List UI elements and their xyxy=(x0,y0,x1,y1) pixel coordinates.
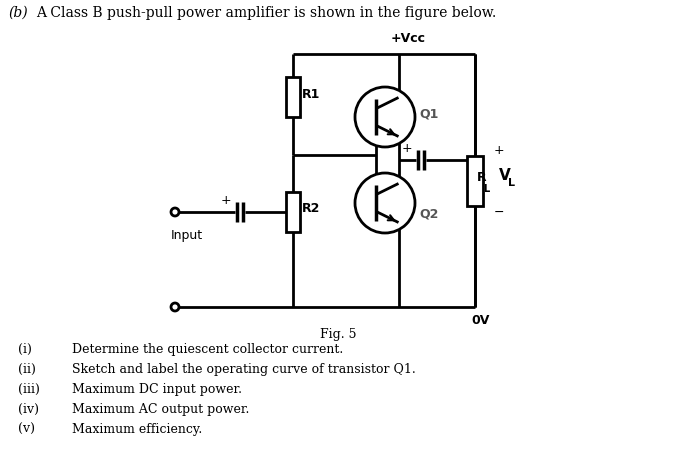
Text: Q2: Q2 xyxy=(419,207,439,220)
Text: (b): (b) xyxy=(8,6,28,20)
Text: Fig. 5: Fig. 5 xyxy=(320,327,356,340)
Text: V: V xyxy=(499,167,510,182)
Text: +: + xyxy=(494,144,504,157)
Text: +: + xyxy=(221,193,232,206)
Text: (i): (i) xyxy=(18,342,32,355)
Text: (ii): (ii) xyxy=(18,362,36,375)
Text: Maximum efficiency.: Maximum efficiency. xyxy=(72,422,202,435)
Text: A Class B push-pull power amplifier is shown in the figure below.: A Class B push-pull power amplifier is s… xyxy=(36,6,496,20)
Text: R: R xyxy=(477,171,487,184)
Text: Maximum DC input power.: Maximum DC input power. xyxy=(72,382,242,395)
Bar xyxy=(286,78,300,118)
Circle shape xyxy=(355,174,415,233)
Bar xyxy=(286,192,300,233)
Text: (iii): (iii) xyxy=(18,382,40,395)
Text: Maximum AC output power.: Maximum AC output power. xyxy=(72,402,249,415)
Text: Sketch and label the operating curve of transistor Q1.: Sketch and label the operating curve of … xyxy=(72,362,416,375)
Bar xyxy=(467,156,483,206)
Text: R1: R1 xyxy=(302,87,320,100)
Text: R2: R2 xyxy=(302,202,320,215)
Circle shape xyxy=(355,88,415,148)
Text: Q1: Q1 xyxy=(419,107,439,120)
Text: L: L xyxy=(508,177,515,187)
Text: −: − xyxy=(494,206,504,218)
Text: L: L xyxy=(483,183,489,193)
Text: 0V: 0V xyxy=(471,313,489,326)
Circle shape xyxy=(171,303,179,311)
Text: +: + xyxy=(401,141,412,154)
Text: (iv): (iv) xyxy=(18,402,39,415)
Text: +Vcc: +Vcc xyxy=(391,32,426,45)
Circle shape xyxy=(171,208,179,217)
Text: (v): (v) xyxy=(18,422,35,435)
Text: Input: Input xyxy=(171,228,203,241)
Text: Determine the quiescent collector current.: Determine the quiescent collector curren… xyxy=(72,342,343,355)
